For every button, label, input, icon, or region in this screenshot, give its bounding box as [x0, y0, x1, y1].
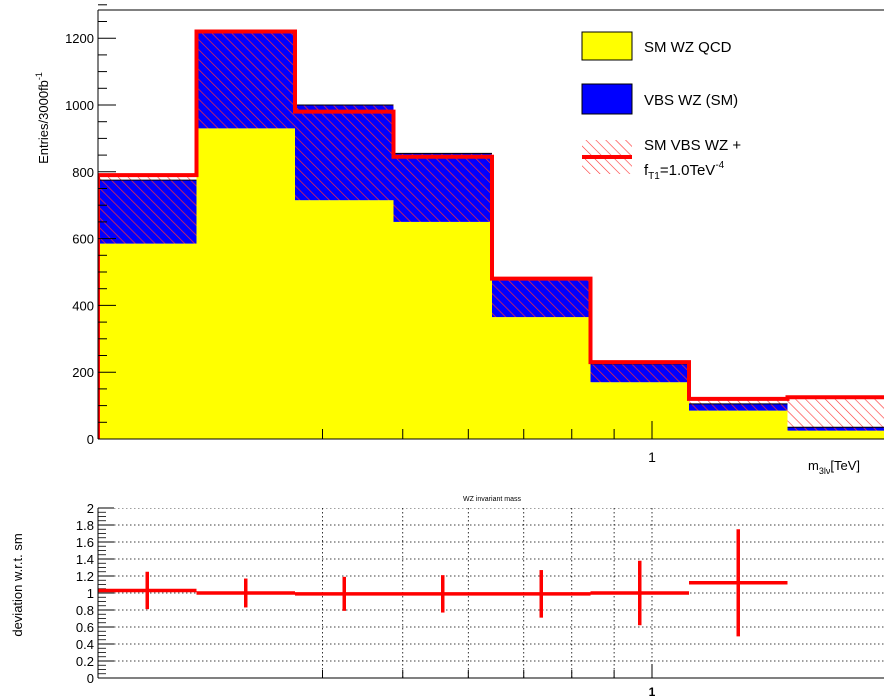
ratio-panel: WZ invariant mass 0 0.2 0.4 0.6 0.8 1 1.2 1.4 1.…	[10, 496, 884, 698]
top-x-tick-label: 1	[648, 449, 656, 465]
ratio-y-axis-title: deviation w.r.t. sm	[10, 533, 25, 636]
legend-label-bsm-line2: fT1=1.0TeV-4	[644, 160, 725, 182]
ratio-y-tick-label-5: 1	[87, 586, 94, 601]
bar-qcd-6	[689, 410, 788, 439]
bar-vbs-4	[492, 278, 591, 318]
bar-vbs-2	[295, 105, 394, 201]
legend-label-qcd: SM WZ QCD	[644, 39, 732, 56]
top-y-tick-label-0: 0	[87, 432, 94, 447]
bar-bsm-excess-0	[98, 175, 197, 181]
y-axis-title-sup: -1	[34, 72, 44, 80]
ratio-y-tick-label-0: 0	[87, 671, 94, 686]
x-axis-title-unit: [TeV]	[830, 458, 860, 473]
ratio-y-tick-label-10: 2	[87, 501, 94, 516]
ratio-y-tick-label-9: 1.8	[76, 518, 94, 533]
bar-vbs-3	[393, 153, 492, 222]
legend-label-vbs: VBS WZ (SM)	[644, 92, 738, 109]
bar-vbs-7	[787, 427, 884, 431]
bar-qcd-3	[393, 221, 492, 439]
legend: SM WZ QCD VBS WZ (SM) SM VBS WZ + fT1=1.…	[581, 31, 741, 182]
main-histogram-panel: 0 200 400 600 800 1000 1200 Entries/3000fb-1 m…	[34, 4, 884, 476]
bottom-x-tick-label: 1	[649, 685, 656, 698]
ratio-y-tick-label-3: 0.6	[76, 620, 94, 635]
top-y-tick-label-800: 800	[72, 165, 94, 180]
legend-bsm-sup: -4	[715, 160, 724, 171]
top-y-tick-label-1000: 1000	[65, 98, 94, 113]
ratio-y-tick-label-1: 0.2	[76, 654, 94, 669]
bar-qcd-7	[787, 430, 884, 439]
top-y-tick-label-400: 400	[72, 298, 94, 313]
bar-vbs-5	[590, 363, 689, 383]
ratio-y-tick-label-8: 1.6	[76, 535, 94, 550]
ratio-y-tick-label-7: 1.4	[76, 552, 94, 567]
top-y-tick-label-1200: 1200	[65, 31, 94, 46]
bar-vbs-6	[689, 403, 788, 411]
top-y-tick-label-600: 600	[72, 232, 94, 247]
bar-qcd-4	[492, 317, 591, 439]
bar-bsm-excess-7	[787, 397, 884, 428]
bar-qcd-0	[98, 243, 197, 439]
x-axis-title-sub: 3lν	[819, 466, 831, 476]
ratio-y-tick-label-6: 1.2	[76, 569, 94, 584]
ratio-title: WZ invariant mass	[463, 496, 521, 503]
x-axis-title-main: m	[808, 458, 819, 473]
x-axis-title: m3lν[TeV]	[808, 458, 860, 476]
legend-bsm-f: f	[644, 162, 649, 179]
legend-swatch-qcd	[581, 31, 633, 61]
legend-label-bsm-line1: SM VBS WZ +	[644, 137, 741, 154]
bar-qcd-5	[590, 382, 689, 439]
legend-bsm-rest: =1.0TeV	[660, 162, 715, 179]
top-y-tick-label-200: 200	[72, 365, 94, 380]
bar-bsm-excess-6	[689, 398, 788, 404]
legend-bsm-sub: T1	[648, 171, 660, 182]
bar-qcd-1	[196, 128, 295, 439]
bar-qcd-2	[295, 200, 394, 439]
y-axis-title-main: Entries/3000fb	[36, 80, 51, 164]
bsm-total-step-line	[98, 29, 884, 439]
legend-swatch-vbs	[581, 83, 633, 115]
bar-vbs-1	[196, 31, 295, 129]
y-axis-title: Entries/3000fb-1	[34, 72, 51, 164]
ratio-y-tick-label-2: 0.4	[76, 637, 94, 652]
ratio-y-tick-label-4: 0.8	[76, 603, 94, 618]
bar-vbs-0	[98, 180, 197, 244]
